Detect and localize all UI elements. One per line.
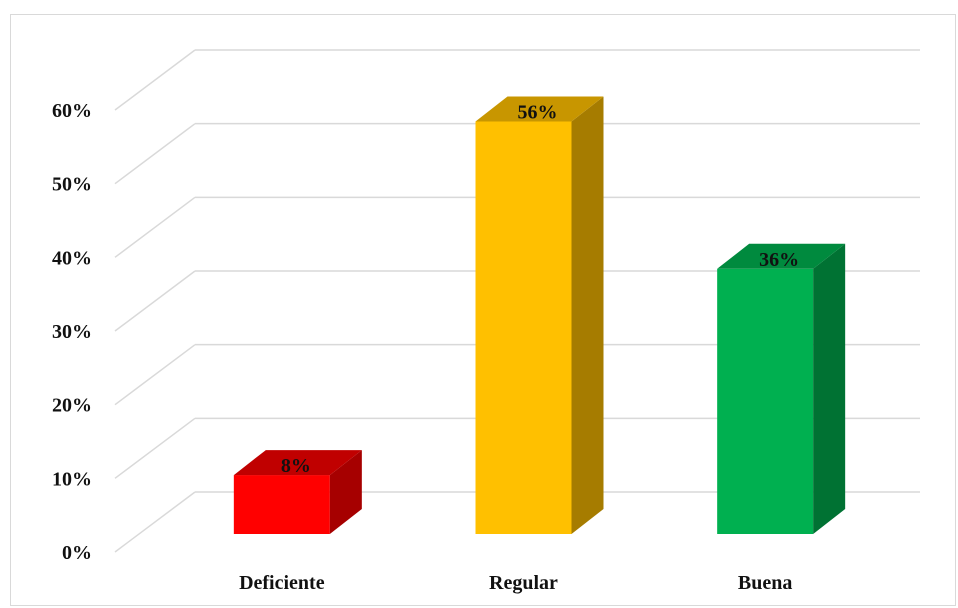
data-label: 56%	[518, 101, 558, 123]
data-label: 36%	[759, 249, 799, 271]
bar-side-deficiente	[329, 450, 362, 534]
bar-side-buena	[813, 243, 846, 535]
y-tick-label: 60%	[52, 100, 92, 122]
data-labels: 8% 56% 36%	[281, 101, 799, 477]
bar-top-deficiente	[233, 450, 362, 476]
y-axis-ticks: 0% 10% 20% 30% 40% 50% 60%	[52, 100, 92, 564]
x-axis-categories: Deficiente Regular Buena	[239, 572, 792, 594]
data-label: 8%	[281, 455, 311, 477]
x-tick-label: Deficiente	[239, 572, 325, 594]
gridline-side-10	[114, 417, 196, 479]
bar-top-buena	[717, 243, 846, 269]
gridline-side-30	[114, 270, 196, 332]
gridline-side-40	[114, 196, 196, 258]
y-tick-label: 0%	[62, 542, 92, 564]
bar-front-regular	[475, 121, 572, 534]
y-tick-label: 30%	[52, 321, 92, 343]
y-tick-label: 50%	[52, 174, 92, 196]
gridline-side-0	[114, 491, 196, 553]
x-tick-label: Buena	[738, 572, 792, 594]
gridline-side-50	[114, 123, 196, 185]
y-tick-label: 10%	[52, 468, 92, 490]
y-tick-label: 40%	[52, 247, 92, 269]
gridline-side-20	[114, 344, 196, 406]
bars	[233, 96, 846, 535]
bar-front-buena	[717, 268, 814, 534]
bar-side-regular	[571, 96, 604, 534]
y-tick-label: 20%	[52, 395, 92, 417]
gridline-side-60	[114, 49, 196, 111]
bar-front-deficiente	[233, 475, 330, 534]
bar-top-regular	[475, 96, 604, 122]
x-tick-label: Regular	[489, 572, 558, 594]
